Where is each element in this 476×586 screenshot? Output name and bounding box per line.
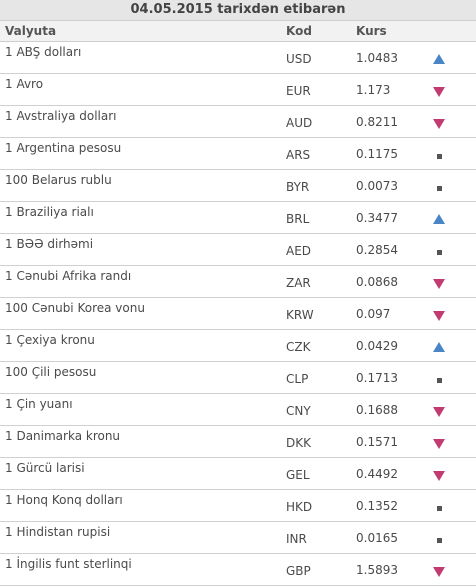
currency-name: 1 Çexiya kronu	[5, 333, 95, 347]
square-dot-icon	[428, 180, 450, 194]
currency-name: 1 Cənubi Afrika randı	[5, 269, 132, 283]
currency-code: DKK	[286, 436, 311, 450]
currency-name: 100 Çili pesosu	[5, 365, 97, 379]
table-row: 1 Braziliya rialı BRL 0.3477	[0, 202, 476, 234]
table-row: 1 Hindistan rupisi INR 0.0165	[0, 522, 476, 554]
square-dot-icon	[428, 148, 450, 162]
currency-name: 1 Braziliya rialı	[5, 205, 94, 219]
square-dot-icon	[428, 500, 450, 514]
exchange-rate: 0.1571	[356, 435, 398, 449]
currency-name: 1 ABŞ dolları	[5, 45, 82, 59]
currency-code: CNY	[286, 404, 311, 418]
currency-name: 1 Danimarka kronu	[5, 429, 121, 443]
currency-name: 1 İngilis funt sterlinqi	[5, 557, 132, 571]
exchange-rate: 1.173	[356, 83, 391, 97]
header-currency: Valyuta	[5, 24, 57, 38]
currency-name: 1 Honq Konq dolları	[5, 493, 123, 507]
table-row: 1 Çexiya kronu CZK 0.0429	[0, 330, 476, 362]
table-row: 100 Çili pesosu CLP 0.1713	[0, 362, 476, 394]
exchange-rate: 0.2854	[356, 243, 398, 257]
currency-code: KRW	[286, 308, 314, 322]
table-row: 1 Honq Konq dolları HKD 0.1352	[0, 490, 476, 522]
table-row: 1 Avro EUR 1.173	[0, 74, 476, 106]
square-dot-icon	[428, 372, 450, 386]
currency-code: AED	[286, 244, 312, 258]
currency-code: GEL	[286, 468, 310, 482]
triangle-down-icon	[428, 116, 450, 130]
table-row: 1 Danimarka kronu DKK 0.1571	[0, 426, 476, 458]
currency-code: BYR	[286, 180, 310, 194]
currency-name: 1 Avro	[5, 77, 44, 91]
triangle-up-icon	[428, 340, 450, 354]
triangle-down-icon	[428, 84, 450, 98]
currency-code: BRL	[286, 212, 310, 226]
table-row: 1 BƏƏ dirhəmi AED 0.2854	[0, 234, 476, 266]
currency-name: 100 Belarus rublu	[5, 173, 112, 187]
exchange-rate: 1.0483	[356, 51, 398, 65]
currency-code: AUD	[286, 116, 313, 130]
currency-code: USD	[286, 52, 312, 66]
currency-name: 1 Gürcü larisi	[5, 461, 85, 475]
currency-code: CLP	[286, 372, 309, 386]
exchange-rate: 0.3477	[356, 211, 398, 225]
exchange-rate: 0.4492	[356, 467, 398, 481]
triangle-down-icon	[428, 308, 450, 322]
currency-name: 1 BƏƏ dirhəmi	[5, 237, 94, 251]
table-row: 1 ABŞ dolları USD 1.0483	[0, 42, 476, 74]
exchange-rate: 0.0165	[356, 531, 398, 545]
table-row: 1 Avstraliya dolları AUD 0.8211	[0, 106, 476, 138]
exchange-rate: 0.1713	[356, 371, 398, 385]
table-header: Valyuta Kod Kurs	[0, 21, 476, 42]
triangle-up-icon	[428, 52, 450, 66]
triangle-down-icon	[428, 404, 450, 418]
table-row: 100 Cənubi Korea vonu KRW 0.097	[0, 298, 476, 330]
exchange-rate: 0.0429	[356, 339, 398, 353]
currency-name: 1 Çin yuanı	[5, 397, 73, 411]
triangle-down-icon	[428, 468, 450, 482]
triangle-down-icon	[428, 276, 450, 290]
currency-name: 100 Cənubi Korea vonu	[5, 301, 145, 315]
table-title: 04.05.2015 tarixdən etibarən	[0, 0, 476, 21]
table-row: 1 Gürcü larisi GEL 0.4492	[0, 458, 476, 490]
exchange-rate: 0.1688	[356, 403, 398, 417]
table-body: 1 ABŞ dolları USD 1.0483 1 Avro EUR 1.173 1 Av…	[0, 42, 476, 586]
currency-code: ARS	[286, 148, 311, 162]
header-code: Kod	[286, 24, 312, 38]
exchange-rate: 0.0868	[356, 275, 398, 289]
square-dot-icon	[428, 244, 450, 258]
exchange-rate: 0.097	[356, 307, 391, 321]
currency-name: 1 Avstraliya dolları	[5, 109, 117, 123]
exchange-rate: 0.1175	[356, 147, 398, 161]
exchange-rate: 0.8211	[356, 115, 398, 129]
table-row: 1 Çin yuanı CNY 0.1688	[0, 394, 476, 426]
currency-code: EUR	[286, 84, 311, 98]
exchange-rate: 1.5893	[356, 563, 398, 577]
exchange-rate: 0.0073	[356, 179, 398, 193]
triangle-up-icon	[428, 212, 450, 226]
triangle-down-icon	[428, 436, 450, 450]
currency-name: 1 Argentina pesosu	[5, 141, 122, 155]
table-row: 100 Belarus rublu BYR 0.0073	[0, 170, 476, 202]
exchange-rate: 0.1352	[356, 499, 398, 513]
header-rate: Kurs	[356, 24, 387, 38]
triangle-down-icon	[428, 564, 450, 578]
table-row: 1 Argentina pesosu ARS 0.1175	[0, 138, 476, 170]
currency-code: GBP	[286, 564, 311, 578]
currency-code: HKD	[286, 500, 313, 514]
square-dot-icon	[428, 532, 450, 546]
table-row: 1 İngilis funt sterlinqi GBP 1.5893	[0, 554, 476, 586]
currency-code: INR	[286, 532, 307, 546]
currency-name: 1 Hindistan rupisi	[5, 525, 111, 539]
currency-code: ZAR	[286, 276, 311, 290]
currency-code: CZK	[286, 340, 311, 354]
table-row: 1 Cənubi Afrika randı ZAR 0.0868	[0, 266, 476, 298]
